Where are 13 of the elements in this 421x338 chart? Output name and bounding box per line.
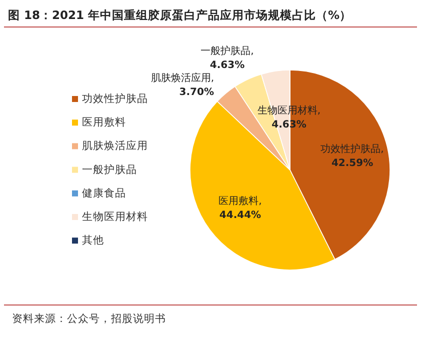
data-label: 功效性护肤品, 42.59% bbox=[320, 143, 384, 170]
legend-label: 肌肤焕活应用 bbox=[82, 139, 148, 152]
data-label: 医用敷料, 44.44% bbox=[218, 195, 262, 222]
data-label: 一般护肤品, 4.63% bbox=[200, 45, 254, 72]
legend-label: 功效性护肤品 bbox=[82, 92, 148, 105]
legend-label: 一般护肤品 bbox=[82, 162, 137, 176]
chart-title: 图 18：2021 年中国重组胶原蛋白产品应用市场规模占比（%） bbox=[8, 8, 352, 22]
legend-label: 健康食品 bbox=[82, 186, 126, 200]
text: 资料来源：公众号，招股说明书 bbox=[12, 312, 166, 325]
legend-label: 医用敷料 bbox=[82, 116, 126, 129]
legend-label: 其他 bbox=[82, 234, 104, 247]
legend-label: 生物医用材料 bbox=[82, 210, 148, 223]
data-label: 肌肤焕活应用, 3.70% bbox=[150, 72, 214, 98]
